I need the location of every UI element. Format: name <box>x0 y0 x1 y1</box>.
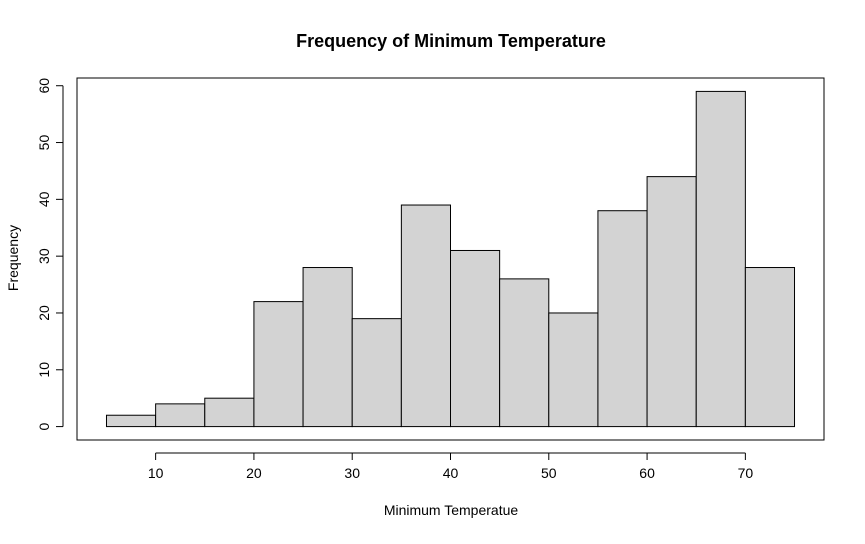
x-tick-label: 30 <box>344 465 360 481</box>
x-tick-label: 60 <box>639 465 655 481</box>
histogram-bar <box>400 204 451 428</box>
histogram-bar <box>450 249 501 428</box>
histogram-bar <box>646 176 697 428</box>
histogram-bar <box>548 312 599 428</box>
histogram-bar <box>744 267 796 428</box>
x-axis-label: Minimum Temperatue <box>384 502 519 518</box>
histogram-bar <box>351 318 402 428</box>
bars <box>105 90 796 428</box>
x-axis: 10 20 30 40 50 60 70 <box>148 452 754 481</box>
y-tick-label: 10 <box>36 362 52 378</box>
histogram-bar <box>499 278 550 428</box>
y-tick-label: 40 <box>36 191 52 207</box>
y-tick-label: 20 <box>36 305 52 321</box>
x-tick-label: 40 <box>443 465 459 481</box>
histogram-bar <box>253 301 304 428</box>
histogram-bar <box>695 90 746 428</box>
histogram-bar <box>204 397 255 428</box>
histogram-bar <box>302 267 353 428</box>
x-tick-label: 10 <box>148 465 164 481</box>
y-tick-label: 60 <box>36 78 52 94</box>
y-tick-label: 30 <box>36 248 52 264</box>
chart-title: Frequency of Minimum Temperature <box>296 31 606 51</box>
histogram-bar <box>155 403 206 428</box>
x-tick-label: 70 <box>738 465 754 481</box>
y-axis-label: Frequency <box>5 225 21 291</box>
y-tick-label: 50 <box>36 135 52 151</box>
histogram-bar <box>597 210 648 428</box>
histogram-bar <box>105 414 157 428</box>
plot-box <box>76 77 825 441</box>
x-tick-label: 50 <box>541 465 557 481</box>
x-tick-label: 20 <box>246 465 262 481</box>
y-tick-label: 0 <box>36 422 52 430</box>
y-axis: 0 10 20 30 40 50 60 <box>36 78 64 430</box>
